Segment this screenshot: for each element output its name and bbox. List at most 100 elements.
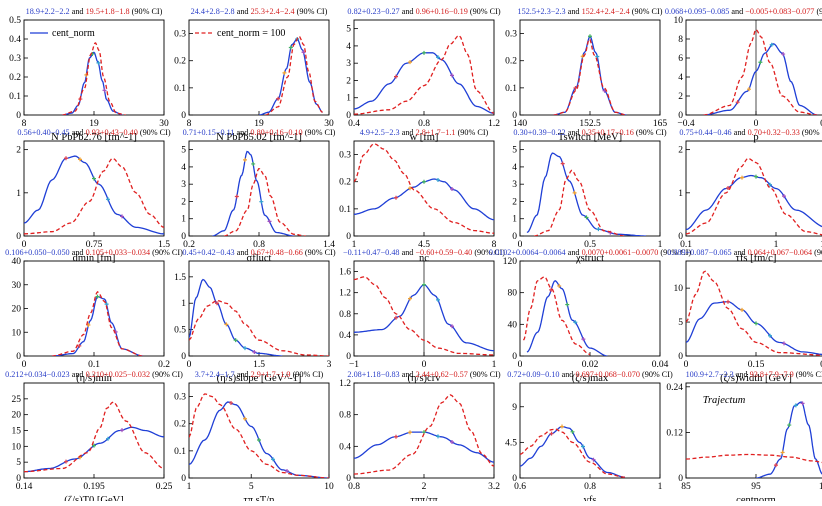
posterior-marker — [780, 450, 785, 455]
y-tick-label: 0.4 — [339, 331, 351, 341]
ci-prior: 0.064+0.067−0.064 — [748, 248, 813, 257]
y-tick-label: 6 — [678, 54, 683, 64]
x-axis-label: σfluct — [247, 253, 272, 264]
y-tick-label: 10 — [12, 442, 22, 452]
x-tick-label: 0.2 — [183, 240, 195, 250]
posterior-marker — [768, 333, 772, 338]
y-tick-label: 0 — [181, 111, 186, 121]
ci-suffix: (90% CI) — [468, 370, 501, 379]
y-tick-label: 0.2 — [174, 57, 186, 67]
chart-panel-10: 0.75+0.44−0.46 and 0.70+0.32−0.33 (90% C… — [678, 128, 822, 264]
x-tick-label: 1.5 — [158, 240, 170, 250]
posterior-marker — [257, 438, 261, 442]
posterior-marker — [243, 416, 247, 421]
ci-prior: −0.005+0.083−0.077 — [745, 7, 814, 16]
y-tick-label: 0 — [678, 474, 683, 484]
y-tick-label: 5 — [678, 318, 683, 328]
posterior-marker — [450, 324, 454, 329]
chart-panel-7: 0.71+0.15−0.11 and 0.80+0.16−0.10 (90% C… — [181, 128, 335, 264]
posterior-marker — [769, 42, 774, 47]
x-axis-label: Tswitch [MeV] — [558, 132, 622, 143]
y-tick-label: 1 — [346, 94, 351, 104]
x-axis-label: dmin [fm] — [73, 253, 116, 264]
posterior-curve — [703, 43, 818, 115]
y-tick-label: 0.2 — [9, 73, 21, 83]
chart-panel-6: 0.56+0.40−0.45 and 0.93+0.43−0.40 (90% C… — [16, 128, 171, 264]
ci-prior: 0.0070+0.0061−0.0070 — [582, 248, 659, 257]
y-tick-label: 120 — [503, 257, 518, 267]
x-tick-label: 0.25 — [156, 482, 173, 492]
y-tick-label: 20 — [12, 411, 22, 421]
y-tick-label: 1.6 — [339, 268, 351, 278]
x-axis-label: τππ/τπ — [410, 495, 438, 501]
posterior-marker — [243, 346, 247, 351]
y-tick-label: 2 — [678, 92, 683, 102]
posterior-marker — [120, 428, 124, 433]
x-axis-label: (η/s)crv — [408, 373, 442, 384]
y-tick-label: 0 — [16, 111, 21, 121]
prior-curve — [189, 299, 329, 356]
ci-prior: 0.96+0.16−0.19 — [416, 7, 468, 16]
x-tick-label: 152.5 — [579, 119, 601, 129]
posterior-marker — [436, 55, 440, 60]
posterior-marker — [301, 50, 306, 55]
x-tick-label: 0.195 — [83, 482, 105, 492]
y-tick-label: 0 — [16, 474, 21, 484]
prior-curve — [223, 167, 306, 236]
posterior-marker — [271, 457, 275, 462]
ci-prior: 93.8+7.9−7.9 — [750, 370, 794, 379]
x-tick-label: 165 — [653, 119, 668, 129]
posterior-marker — [565, 302, 570, 307]
x-tick-label: −0.4 — [677, 119, 694, 129]
ci-and: and — [70, 7, 86, 16]
ci-annotation: 0.30+0.39−0.22 and 0.35+0.17−0.16 (90% C… — [513, 128, 666, 137]
ci-and: and — [400, 128, 416, 137]
y-tick-label: 0 — [678, 232, 683, 242]
posterior-curve — [520, 425, 626, 478]
x-axis-label: χstruct — [575, 253, 604, 264]
ci-suffix: (90% CI) — [812, 248, 822, 257]
y-tick-label: 0 — [181, 232, 186, 242]
y-tick-label: 1.5 — [174, 273, 186, 283]
posterior-marker — [78, 157, 82, 162]
posterior-marker — [588, 34, 592, 39]
prior-curve — [533, 169, 625, 236]
x-tick-label: 0 — [754, 119, 759, 129]
ci-and: and — [732, 248, 748, 257]
posterior-curve — [189, 278, 283, 356]
ci-suffix: (90% CI) — [794, 370, 822, 379]
posterior-curve — [354, 52, 494, 114]
x-tick-label: 85 — [681, 482, 691, 492]
ci-and: and — [235, 370, 251, 379]
y-tick-label: 5 — [346, 25, 351, 35]
ci-annotation: 0.068+0.095−0.085 and −0.005+0.083−0.077… — [665, 7, 822, 16]
ci-and: and — [566, 128, 582, 137]
ci-prior: 25.3+2.4−2.4 — [251, 7, 295, 16]
prior-curve — [62, 42, 126, 115]
ci-and: and — [235, 7, 251, 16]
x-tick-label: 0 — [422, 360, 427, 370]
y-tick-label: 0 — [678, 352, 683, 362]
ci-and: and — [400, 248, 416, 257]
posterior-marker — [436, 297, 440, 302]
posterior-marker — [573, 320, 578, 325]
x-tick-label: 140 — [513, 119, 528, 129]
prior-curve — [265, 35, 323, 115]
y-tick-label: 1 — [678, 189, 683, 199]
ci-and: and — [566, 7, 582, 16]
posterior-marker — [781, 52, 786, 57]
chart-panel-20: 100.9+2.7−2.3 and 93.8+7.9−7.9 (90% CI)0… — [666, 370, 822, 506]
posterior-marker — [560, 161, 565, 166]
ci-and: and — [729, 7, 745, 16]
posterior-curve — [686, 301, 822, 356]
x-tick-label: 0.75 — [86, 240, 103, 250]
posterior-marker — [92, 176, 96, 181]
x-axis-label: (η/s)slope [GeV^-1] — [217, 373, 302, 384]
ci-annotation: 18.9+2.2−2.2 and 19.5+1.8−1.8 (90% CI) — [26, 7, 163, 16]
posterior-marker — [106, 197, 110, 202]
y-tick-label: 0 — [346, 474, 351, 484]
ci-annotation: 0.71+0.15−0.11 and 0.80+0.16−0.10 (90% C… — [183, 128, 336, 137]
ci-posterior: −0.11+0.47−0.48 — [343, 248, 400, 257]
posterior-marker — [450, 439, 454, 444]
posterior-marker — [422, 50, 426, 55]
